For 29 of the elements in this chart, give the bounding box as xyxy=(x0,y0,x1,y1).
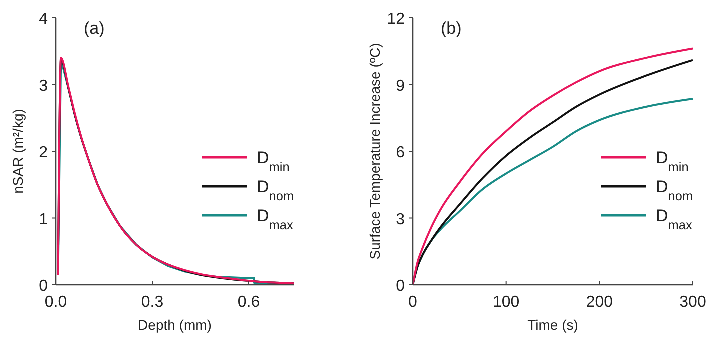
chart-title: (a) xyxy=(84,19,105,38)
y-tick-label: 6 xyxy=(396,144,406,162)
y-tick-label: 3 xyxy=(396,211,406,228)
x-tick-label: 200 xyxy=(586,294,614,311)
x-tick-label: 0 xyxy=(408,294,418,311)
x-axis-title: Time (s) xyxy=(528,317,578,333)
legend-label: D$_{nom}$ xyxy=(257,178,294,203)
y-axis-title: nSAR (m²/kg) xyxy=(10,109,26,194)
legend-label: D$_{min}$ xyxy=(656,148,689,174)
chart-title: (b) xyxy=(441,19,462,38)
legend-label: D$_{max}$ xyxy=(257,206,294,232)
y-tick-label: 1 xyxy=(39,211,48,228)
x-tick-label: 300 xyxy=(680,294,706,311)
x-tick-label: 0.3 xyxy=(141,294,164,311)
legend-label: D$_{nom}$ xyxy=(656,178,694,203)
x-tick-label: 0.6 xyxy=(238,294,260,311)
y-axis-title: Surface Temperature Increase (ºC) xyxy=(367,43,383,260)
y-tick-label: 0 xyxy=(396,278,406,295)
y-tick-label: 3 xyxy=(39,78,48,95)
x-axis-title: Depth (mm) xyxy=(138,317,212,333)
y-tick-label: 2 xyxy=(39,144,48,162)
y-tick-label: 12 xyxy=(387,11,406,28)
y-tick-label: 0 xyxy=(39,278,48,295)
legend-label: D$_{max}$ xyxy=(656,206,693,232)
legend-label: D$_{min}$ xyxy=(257,148,290,174)
y-tick-label: 4 xyxy=(39,11,48,28)
x-tick-label: 100 xyxy=(492,294,520,311)
x-tick-label: 0.0 xyxy=(44,294,68,311)
y-tick-label: 9 xyxy=(396,78,406,95)
